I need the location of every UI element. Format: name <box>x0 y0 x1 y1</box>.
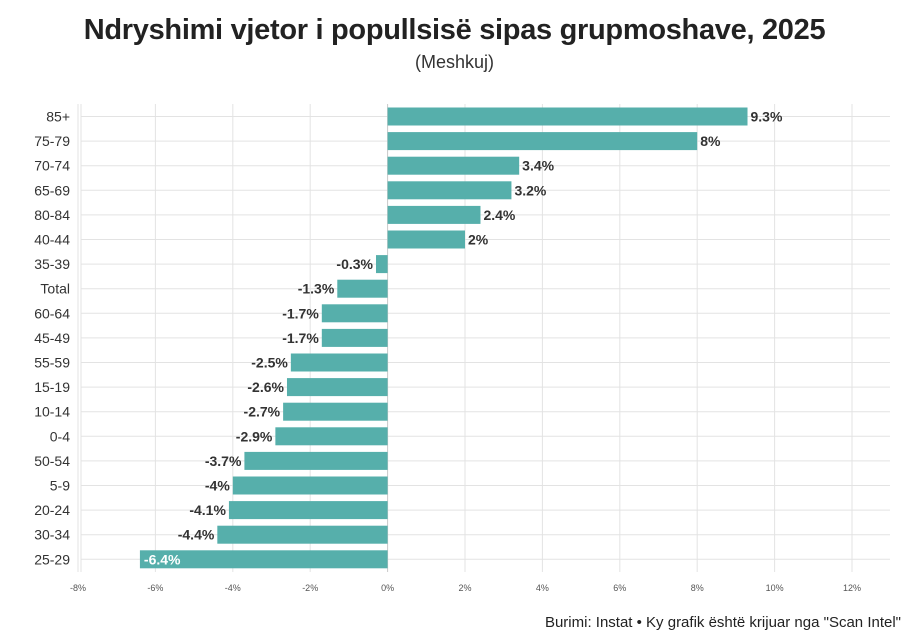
x-tick-label: 10% <box>766 583 784 593</box>
data-label: -1.3% <box>298 281 335 297</box>
bar <box>387 230 465 249</box>
category-label: 0-4 <box>50 428 70 444</box>
x-tick-label: 2% <box>458 583 471 593</box>
source-note: Burimi: Instat • Ky grafik është krijuar… <box>544 614 901 631</box>
chart-subtitle: (Meshkuj) <box>414 52 494 72</box>
bar <box>139 550 388 569</box>
category-label: 60-64 <box>34 305 70 321</box>
data-label: -2.5% <box>251 355 288 371</box>
data-label: 8% <box>700 133 721 149</box>
x-tick-label: -2% <box>302 583 318 593</box>
bar <box>337 279 388 298</box>
category-label: 80-84 <box>34 207 70 223</box>
bar <box>290 353 388 372</box>
data-label: 2% <box>468 232 489 248</box>
x-tick-label: -8% <box>70 583 86 593</box>
category-label: 35-39 <box>34 256 70 272</box>
data-label: -4.4% <box>178 527 215 543</box>
category-label: 50-54 <box>34 453 70 469</box>
data-label: -2.9% <box>236 428 273 444</box>
bar <box>375 255 388 274</box>
x-tick-label: -4% <box>225 583 241 593</box>
data-label: -1.7% <box>282 330 319 346</box>
category-label: 20-24 <box>34 502 70 518</box>
bar <box>217 525 388 544</box>
bar <box>232 476 388 495</box>
data-label: 2.4% <box>483 207 515 223</box>
data-label: -2.6% <box>247 379 284 395</box>
x-tick-label: -6% <box>147 583 163 593</box>
category-label: 30-34 <box>34 527 70 543</box>
data-label: -0.3% <box>336 256 373 272</box>
data-label: -4% <box>205 478 230 494</box>
data-label: -4.1% <box>189 502 226 518</box>
bar <box>286 378 388 397</box>
data-label: -3.7% <box>205 453 242 469</box>
bar <box>244 451 388 470</box>
x-tick-label: 8% <box>691 583 704 593</box>
category-label: 55-59 <box>34 355 70 371</box>
category-label: 65-69 <box>34 182 70 198</box>
bar <box>387 156 520 175</box>
bar <box>228 501 388 520</box>
bar <box>387 205 481 224</box>
bar <box>321 304 388 323</box>
data-label: -6.4% <box>144 551 181 567</box>
category-label: 75-79 <box>34 133 70 149</box>
category-label: 15-19 <box>34 379 70 395</box>
x-tick-label: 4% <box>536 583 549 593</box>
data-label: 3.2% <box>514 182 546 198</box>
data-label: 9.3% <box>751 109 783 125</box>
data-label: -2.7% <box>244 404 281 420</box>
bar <box>275 427 388 446</box>
category-label: 25-29 <box>34 551 70 567</box>
x-tick-label: 6% <box>613 583 626 593</box>
category-label: 85+ <box>46 109 70 125</box>
category-label: 45-49 <box>34 330 70 346</box>
category-label: 10-14 <box>34 404 70 420</box>
x-tick-label: 0% <box>381 583 394 593</box>
bar <box>387 107 748 126</box>
chart-title: Ndryshimi vjetor i popullsisë sipas grup… <box>83 14 826 46</box>
bar <box>283 402 388 421</box>
bar <box>387 132 698 151</box>
x-tick-label: 12% <box>843 583 861 593</box>
bar <box>321 328 388 347</box>
category-label: 40-44 <box>34 232 70 248</box>
category-label: 70-74 <box>34 158 70 174</box>
data-label: 3.4% <box>522 158 554 174</box>
category-label: 5-9 <box>50 478 70 494</box>
category-label: Total <box>40 281 70 297</box>
data-label: -1.7% <box>282 305 319 321</box>
bar <box>387 181 512 200</box>
